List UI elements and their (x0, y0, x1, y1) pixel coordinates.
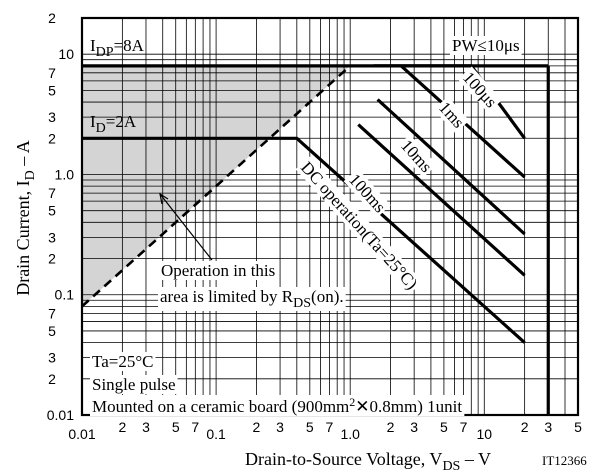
y-tick-label: 0.1 (55, 287, 75, 303)
y-tick-label: 0.01 (47, 407, 74, 423)
y-tick-label: 5 (48, 82, 56, 98)
label-1ms-group: 1ms (433, 96, 470, 134)
y-tick-label: 3 (48, 229, 56, 245)
id2-label: ID=2A (90, 112, 137, 136)
operation-note-line2-group: area is limited by RDS(on). (158, 287, 346, 311)
condition-board-sup: 2 (349, 395, 355, 409)
x-tick-label: 0.01 (68, 426, 95, 442)
y-tick-label: 5 (48, 323, 56, 339)
operation-note-line1-text: Operation in this (161, 261, 275, 280)
10ms-line (376, 98, 526, 236)
condition-ta-group: Ta=25°C (90, 352, 156, 371)
label-100us-bg (457, 66, 503, 113)
x-tick-label: 5 (306, 419, 314, 435)
x-tick-label: 0.1 (206, 426, 226, 442)
label-10ms-bg (395, 134, 438, 178)
y-tick-label: 7 (48, 185, 56, 201)
idp-label: IDP=8A (90, 36, 145, 60)
x-tick-label: 3 (142, 419, 150, 435)
note-arrow-head (159, 192, 169, 205)
condition-ta-text: Ta=25°C (92, 352, 153, 371)
y-tick-label: 2 (48, 371, 56, 387)
y-tick-label: 5 (48, 203, 56, 219)
x-tick-label: 5 (574, 419, 582, 435)
y-tick-label: 2 (48, 251, 56, 267)
x-tick-label: 2 (521, 419, 529, 435)
pw-label-group: PW≤10μs (450, 36, 522, 55)
x-tick-label: 2 (253, 419, 261, 435)
idp-label-group: IDP=8A (90, 36, 145, 60)
condition-single-pulse-text: Single pulse (92, 375, 176, 394)
pw-label-bg (450, 36, 522, 55)
operation-note-line2-text: area is limited by R (160, 287, 294, 306)
condition-board-text: Mounted on a ceramic board (900mm (92, 397, 349, 416)
condition-single-pulse: Single pulse (92, 375, 176, 394)
x-tick-label: 7 (460, 419, 468, 435)
id2-label-sub: D (96, 121, 106, 136)
x-tick-label: 3 (544, 419, 552, 435)
operation-note-line2-suffix: (on). (311, 287, 344, 306)
pw-label-text: PW≤10μs (452, 36, 520, 55)
label-100ms-bg (343, 168, 391, 218)
condition-board-suffix: ✕0.8mm) 1unit (355, 397, 462, 416)
idp-label-sub: DP (96, 45, 114, 60)
y-tick-label: 2 (48, 10, 56, 26)
y-tick-label: 7 (48, 305, 56, 321)
figure-code: IT12366 (542, 453, 587, 468)
x-tick-label: 7 (191, 419, 199, 435)
pw-label: PW≤10μs (452, 36, 520, 55)
y-tick-label: 3 (48, 109, 56, 125)
x-tick-label: 7 (326, 419, 334, 435)
note-arrow (159, 193, 213, 261)
label-100us-group: 100μs (457, 66, 503, 113)
x-tick-label: 2 (118, 419, 126, 435)
x-tick-label: 10 (476, 426, 492, 442)
x-tick-label: 2 (387, 419, 395, 435)
label-1ms-bg (433, 96, 470, 134)
condition-single-pulse-group: Single pulse (90, 375, 178, 394)
condition-board-bg (90, 395, 465, 416)
condition-ta: Ta=25°C (92, 352, 153, 371)
condition-ta-bg (90, 352, 156, 371)
y-tick-label: 1.0 (55, 166, 75, 182)
idp-label-text: I (90, 36, 96, 55)
figure-code-text: IT12366 (542, 453, 587, 468)
condition-single-pulse-bg (90, 375, 178, 394)
x-tick-label: 1.0 (340, 426, 360, 442)
x-tick-label: 5 (440, 419, 448, 435)
operation-note-line2-sub: DS (293, 296, 311, 311)
condition-board-group: Mounted on a ceramic board (900mm2✕0.8mm… (90, 395, 465, 416)
operation-note-line2: area is limited by RDS(on). (160, 287, 344, 311)
operation-note-line1: Operation in this (161, 261, 275, 280)
100ms-line (357, 123, 526, 277)
operation-note-line1-bg (159, 261, 278, 280)
operation-note-line2-bg (158, 287, 346, 311)
x-tick-label: 3 (410, 419, 418, 435)
y-tick-label: 10 (58, 46, 74, 62)
rds-on-limit-line (81, 64, 352, 308)
y-tick-label: 3 (48, 350, 56, 366)
100us-line (373, 64, 526, 140)
x-tick-label: 5 (172, 419, 180, 435)
idp-label-suffix: =8A (114, 36, 145, 55)
dc-operation-line (82, 136, 526, 344)
figure-code-group: IT12366 (542, 453, 587, 468)
operation-note-line1-group: Operation in this (159, 261, 278, 280)
id2-label-text: I (90, 112, 96, 131)
id2-label-suffix: =2A (106, 112, 137, 131)
y-axis-title: Drain Current, ID – A (13, 140, 38, 296)
x-tick-label: 3 (276, 419, 284, 435)
y-tick-label: 2 (48, 130, 56, 146)
id2-label-group: ID=2A (90, 112, 137, 136)
label-dc-operation-bg (295, 156, 423, 295)
condition-board: Mounted on a ceramic board (900mm2✕0.8mm… (92, 395, 462, 416)
x-axis-title: Drain-to-Source Voltage, VDS – V (245, 449, 491, 474)
y-tick-label: 7 (48, 65, 56, 81)
